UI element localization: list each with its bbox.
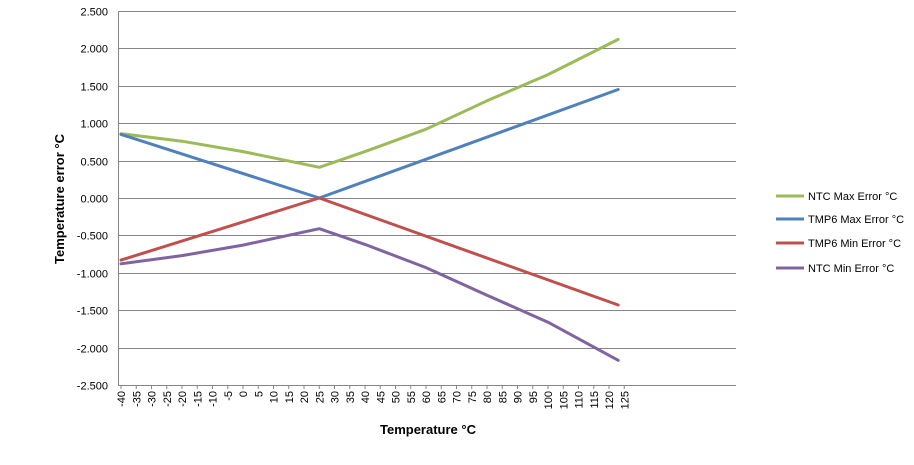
x-tick-label: 0 — [238, 391, 250, 397]
y-tick-label: -1.000 — [77, 269, 108, 281]
series-line-tmp6-min-error-c — [119, 196, 620, 307]
axes: 2.500 2.000 1.500 1.000 0.500 0.000 -0.500 -1.0… — [77, 7, 631, 410]
x-tick-label: 10 — [269, 391, 281, 403]
x-tick-label: 115 — [589, 391, 601, 409]
x-tick-label: 80 — [482, 391, 494, 403]
y-tick-label: 2.500 — [80, 7, 108, 19]
x-tick-label: 25 — [314, 391, 326, 403]
series-lines — [119, 37, 620, 362]
x-tick-label: -40 — [116, 391, 128, 407]
x-tick-label: 70 — [452, 391, 464, 403]
x-tick-label: 30 — [330, 391, 342, 403]
y-tick-label: 1.000 — [80, 119, 108, 131]
x-tick-label: 40 — [360, 391, 372, 403]
legend-label: NTC Max Error °C — [808, 191, 897, 203]
x-tick-label: 110 — [574, 391, 586, 409]
x-tick-label: -10 — [208, 391, 220, 407]
series-line-ntc-max-error-c — [119, 37, 620, 169]
x-tick-label: 20 — [299, 391, 311, 403]
x-tick-label: -20 — [177, 391, 189, 407]
x-tick-label: 35 — [345, 391, 357, 403]
legend-label: NTC Min Error °C — [808, 263, 894, 275]
x-tick-label: 45 — [375, 391, 387, 403]
legend-label: TMP6 Max Error °C — [808, 214, 904, 226]
x-tick-label: 50 — [391, 391, 403, 403]
series-line-ntc-min-error-c — [119, 227, 620, 362]
x-tick-label: 65 — [436, 391, 448, 403]
x-tick-label: 5 — [253, 391, 265, 397]
x-tick-label: 85 — [497, 391, 509, 403]
y-tick-label: 0.000 — [80, 194, 108, 206]
x-tick-label: 100 — [543, 391, 555, 409]
y-axis-title: Temperature error °C — [52, 133, 67, 264]
legend: NTC Max Error °C TMP6 Max Error °C TMP6 Mi… — [776, 191, 904, 275]
y-tick-label: -0.500 — [77, 231, 108, 243]
x-tick-label: -30 — [147, 391, 159, 407]
gridlines — [118, 11, 736, 386]
x-axis-title: Temperature °C — [380, 422, 477, 437]
legend-label: TMP6 Min Error °C — [808, 238, 901, 250]
y-tick-label: 2.000 — [80, 44, 108, 56]
x-tick-label: 55 — [406, 391, 418, 403]
x-tick-label: 15 — [284, 391, 296, 403]
x-tick-label: -15 — [192, 391, 204, 407]
y-tick-label: -2.000 — [77, 344, 108, 356]
x-tick-label: 120 — [604, 391, 616, 409]
x-tick-label: -35 — [131, 391, 143, 407]
x-tick-label: 95 — [528, 391, 540, 403]
x-tick-label: -25 — [162, 391, 174, 407]
y-tick-label: 0.500 — [80, 157, 108, 169]
y-tick-label: 1.500 — [80, 82, 108, 94]
x-tick-label: -5 — [223, 391, 235, 401]
x-tick-label: 60 — [421, 391, 433, 403]
x-tick-label: 90 — [513, 391, 525, 403]
x-tick-label: 105 — [558, 391, 570, 409]
x-tick-label: 125 — [619, 391, 631, 409]
x-tick-label: 75 — [467, 391, 479, 403]
y-tick-label: -2.500 — [77, 381, 108, 393]
y-tick-label: -1.500 — [77, 306, 108, 318]
